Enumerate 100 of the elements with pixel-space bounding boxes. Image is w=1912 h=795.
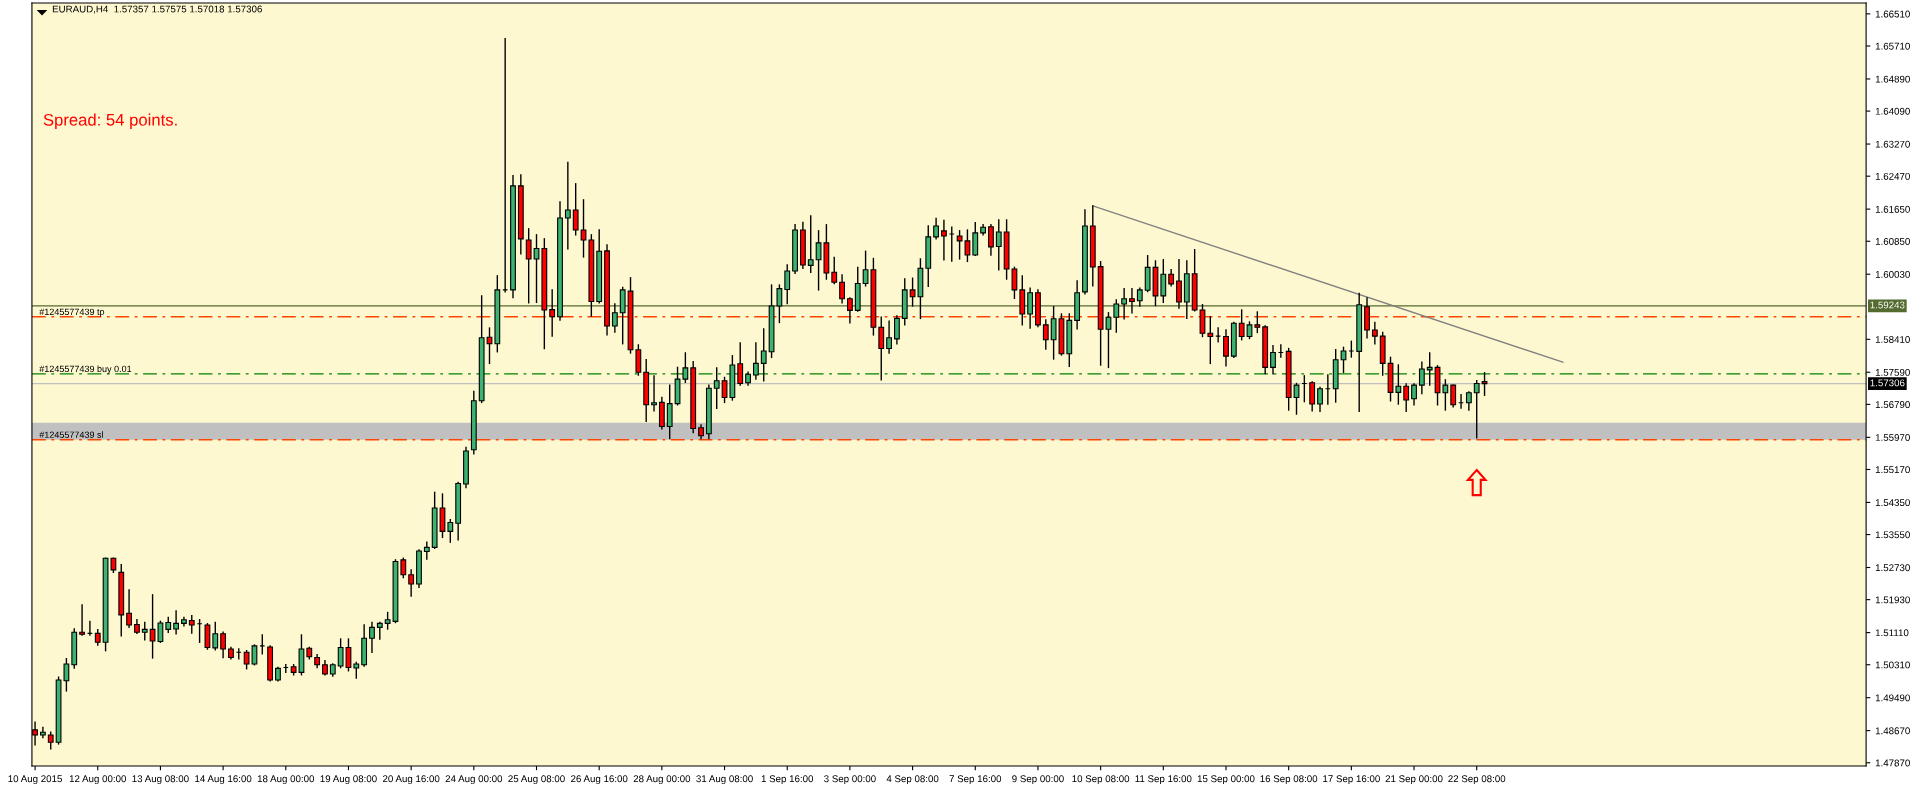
candlestick xyxy=(1254,311,1261,334)
y-tick-label: 1.56790 xyxy=(1875,401,1910,409)
x-tick-label: 3 Sep 00:00 xyxy=(824,775,876,785)
x-tick-label: 9 Sep 00:00 xyxy=(1012,775,1064,785)
candlestick xyxy=(204,623,211,650)
x-tick-label: 14 Aug 16:00 xyxy=(195,775,252,785)
x-tick-label: 17 Sep 16:00 xyxy=(1323,775,1380,785)
x-tick-label: 12 Aug 00:00 xyxy=(69,775,127,785)
candlestick xyxy=(1317,386,1323,412)
x-tick-label: 7 Sep 16:00 xyxy=(949,775,1002,785)
y-tick-label: 1.60030 xyxy=(1875,270,1910,278)
candlestick xyxy=(894,315,900,345)
x-tick-label: 1 Sep 16:00 xyxy=(761,775,814,785)
x-tick-label: 28 Aug 00:00 xyxy=(633,775,691,785)
candlestick xyxy=(1113,299,1120,333)
ref-line-label: #1245577439 sl xyxy=(39,431,103,438)
x-tick-label: 20 Aug 16:00 xyxy=(382,775,440,785)
y-tick-label: 1.65710 xyxy=(1875,42,1910,50)
candlestick xyxy=(502,38,509,293)
x-tick-label: 19 Aug 08:00 xyxy=(320,775,377,785)
y-tick-label: 1.64090 xyxy=(1875,107,1910,115)
y-tick-label: 1.48670 xyxy=(1875,727,1910,735)
x-tick-label: 26 Aug 16:00 xyxy=(571,775,628,785)
candlestick xyxy=(1481,372,1488,396)
candlestick xyxy=(752,342,759,380)
chart-title: EURAUD,H4 1.57357 1.57575 1.57018 1.57306 xyxy=(52,5,262,14)
candlestick xyxy=(1160,259,1167,304)
candlestick xyxy=(376,621,383,640)
candlestick xyxy=(564,161,571,250)
candlestick xyxy=(408,569,415,597)
candlestick xyxy=(1027,287,1034,329)
candlestick xyxy=(1215,327,1222,343)
candlestick xyxy=(1403,383,1410,412)
candlestick xyxy=(1450,384,1457,408)
candlestick xyxy=(369,621,375,653)
candlestick xyxy=(572,183,579,236)
candlestick xyxy=(941,219,947,261)
candlestick xyxy=(1340,346,1347,373)
candlestick xyxy=(1426,352,1433,386)
candlestick xyxy=(1418,361,1425,395)
annotation: Spread: 54 points. xyxy=(43,113,177,130)
candlestick xyxy=(549,289,556,337)
candlestick xyxy=(173,610,180,635)
candlestick xyxy=(423,541,430,560)
candlestick xyxy=(1371,321,1378,345)
x-tick-label: 10 Sep 08:00 xyxy=(1072,775,1130,785)
y-tick-label: 1.51110 xyxy=(1875,629,1909,637)
y-tick-label: 1.47870 xyxy=(1875,759,1910,767)
candlestick xyxy=(400,557,407,579)
ref-line-label: 1.57306 xyxy=(1870,379,1905,387)
candlestick xyxy=(972,222,979,257)
candlestick xyxy=(933,217,939,240)
candlestick xyxy=(1176,259,1182,309)
y-tick-label: 1.60850 xyxy=(1875,238,1910,245)
y-tick-label: 1.61650 xyxy=(1875,205,1910,213)
candlestick xyxy=(1270,345,1276,375)
candlestick xyxy=(878,316,885,381)
candlestick xyxy=(948,226,955,262)
candlestick xyxy=(760,328,767,382)
candlestick xyxy=(39,726,46,739)
candlestick xyxy=(212,621,219,651)
y-tick-label: 1.64890 xyxy=(1875,75,1910,83)
x-tick-label: 21 Sep 00:00 xyxy=(1385,775,1443,785)
y-tick-label: 1.66510 xyxy=(1875,10,1910,18)
x-tick-label: 22 Sep 08:00 xyxy=(1448,775,1506,785)
candlestick xyxy=(807,215,814,273)
candlestick xyxy=(1473,379,1480,439)
candlestick xyxy=(1223,329,1229,367)
candlestick xyxy=(259,634,266,655)
x-tick-label: 31 Aug 08:00 xyxy=(696,775,753,785)
candlestick xyxy=(447,519,454,543)
candlestick xyxy=(1042,319,1049,350)
y-tick-label: 1.55970 xyxy=(1875,434,1910,441)
x-tick-label: 24 Aug 00:00 xyxy=(445,775,503,785)
candlestick xyxy=(1129,287,1135,314)
x-tick-label: 25 Aug 08:00 xyxy=(508,775,565,785)
y-tick-label: 1.52730 xyxy=(1875,564,1910,572)
x-tick-label: 13 Aug 08:00 xyxy=(132,775,189,785)
candlestick xyxy=(126,589,132,629)
y-tick-label: 1.49490 xyxy=(1875,694,1910,702)
candlestick xyxy=(525,228,532,304)
candlestick xyxy=(1364,297,1370,339)
y-tick-label: 1.53550 xyxy=(1875,531,1910,539)
x-tick-label: 15 Sep 00:00 xyxy=(1197,775,1255,785)
candlestick xyxy=(619,286,626,345)
candlestick xyxy=(611,303,618,333)
candlestick xyxy=(1207,316,1214,365)
candlestick xyxy=(1465,391,1472,411)
candlestick xyxy=(666,384,673,440)
y-tick-label: 1.50310 xyxy=(1875,661,1910,669)
candlestick xyxy=(886,320,892,354)
ref-line-label: #1245577439 buy 0.01 xyxy=(39,365,132,374)
candlestick xyxy=(988,224,994,256)
x-tick-label: 11 Sep 16:00 xyxy=(1135,775,1192,785)
y-tick-label: 1.58410 xyxy=(1875,336,1910,343)
candlestick xyxy=(1411,383,1417,406)
ref-line-label: 1.59243 xyxy=(1870,301,1905,309)
candlestick xyxy=(1309,381,1316,412)
candlestick xyxy=(220,631,227,659)
candlestick xyxy=(1121,287,1128,320)
